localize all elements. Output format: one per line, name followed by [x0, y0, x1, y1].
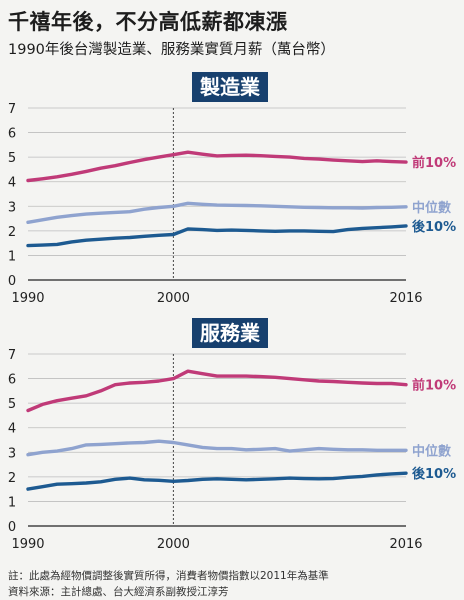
bottom10-series-line	[26, 224, 408, 248]
x-tick-label: 2000	[157, 537, 190, 552]
y-tick-label: 1	[8, 249, 16, 264]
manufacturing-badge: 製造業	[192, 72, 268, 102]
median-series-line	[26, 439, 408, 457]
source-note: 資料來源：主計總處、台大經濟系副教授江淳芳	[8, 586, 229, 598]
y-tick-label: 1	[8, 495, 16, 510]
bottom10-series-label: 後10%	[412, 219, 456, 235]
services-badge: 服務業	[192, 318, 268, 348]
bottom10-series-label: 後10%	[412, 466, 456, 482]
x-tick-label: 1990	[11, 291, 44, 306]
y-tick-label: 7	[8, 348, 16, 363]
y-tick-label: 0	[8, 274, 16, 289]
page-title: 千禧年後，不分高低薪都凍漲	[8, 10, 288, 34]
bottom10-series-line	[26, 471, 408, 491]
footnote: 註：此處為經物價調整後實質所得，消費者物價指數以2011年為基準	[8, 570, 329, 582]
x-tick-label: 1990	[11, 537, 44, 552]
y-tick-label: 0	[8, 520, 16, 535]
x-tick-label: 2016	[389, 537, 422, 552]
y-tick-label: 4	[8, 176, 16, 191]
y-tick-label: 3	[8, 446, 16, 461]
y-tick-label: 7	[8, 102, 16, 117]
x-tick-label: 2000	[157, 291, 190, 306]
median-series-label: 中位數	[412, 200, 451, 216]
y-tick-label: 6	[8, 373, 16, 388]
y-tick-label: 5	[8, 397, 16, 412]
y-tick-label: 4	[8, 422, 16, 437]
y-tick-label: 2	[8, 471, 16, 486]
top10-series-label: 前10%	[412, 155, 456, 171]
y-tick-label: 6	[8, 127, 16, 142]
top10-series-label: 前10%	[412, 378, 456, 394]
median-series-line	[26, 201, 408, 225]
top10-series-line	[26, 150, 408, 183]
page-subtitle: 1990年後台灣製造業、服務業實質月薪（萬台幣）	[8, 42, 335, 58]
y-tick-label: 3	[8, 200, 16, 215]
x-tick-label: 2016	[389, 291, 422, 306]
y-tick-label: 5	[8, 151, 16, 166]
y-tick-label: 2	[8, 225, 16, 240]
top10-series-line	[26, 369, 408, 413]
median-series-label: 中位數	[412, 443, 451, 459]
